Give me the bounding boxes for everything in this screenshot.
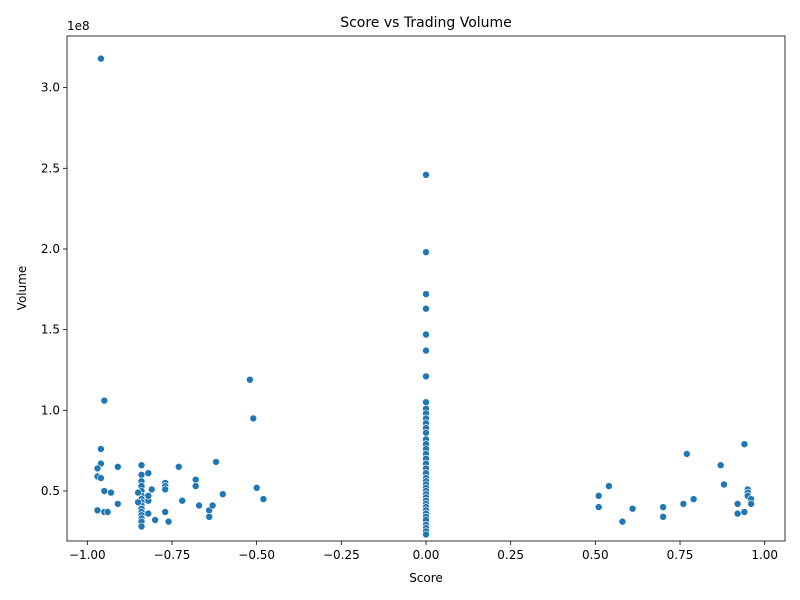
data-point: [422, 346, 430, 355]
data-point: [740, 508, 749, 516]
data-point: [205, 512, 213, 521]
data-point: [100, 396, 109, 405]
y-axis: 0.5 1.0 1.5 2.0 2.5 3.0: [41, 81, 67, 498]
data-point: [594, 503, 603, 511]
data-point: [100, 487, 109, 495]
data-point: [246, 375, 254, 384]
data-point: [659, 503, 667, 511]
data-point: [178, 496, 186, 505]
data-point: [195, 501, 203, 510]
x-tick-label: −0.75: [154, 548, 191, 562]
data-point: [191, 475, 200, 484]
data-point: [144, 469, 153, 478]
data-point: [422, 304, 430, 313]
y-tick-label: 1.5: [41, 323, 60, 337]
data-point: [137, 470, 146, 479]
data-point: [134, 498, 142, 507]
x-tick-label: 0.75: [667, 548, 694, 562]
data-point: [151, 516, 159, 524]
data-point: [93, 506, 102, 515]
data-point: [97, 54, 105, 63]
data-point: [134, 488, 142, 497]
data-point: [422, 248, 430, 256]
data-point: [422, 372, 430, 381]
data-point: [103, 508, 112, 516]
data-point: [219, 490, 227, 499]
chart-title: Score vs Trading Volume: [340, 15, 512, 31]
data-point: [733, 509, 742, 518]
data-point: [161, 485, 169, 494]
data-point: [107, 488, 115, 497]
data-point: [212, 458, 220, 466]
data-point: [97, 474, 105, 482]
data-point: [659, 512, 667, 521]
data-point: [175, 462, 183, 471]
data-point: [422, 171, 430, 179]
x-tick-label: 0.00: [413, 548, 440, 562]
data-point: [144, 491, 153, 500]
data-point: [679, 500, 688, 508]
data-point: [93, 464, 102, 473]
data-point: [161, 508, 169, 516]
x-tick-label: −0.50: [238, 548, 275, 562]
y-axis-label: Volume: [15, 266, 29, 311]
data-point: [249, 414, 258, 423]
data-point: [191, 482, 200, 490]
x-axis-label: Score: [409, 571, 443, 585]
data-point: [682, 450, 691, 458]
x-tick-label: 0.25: [497, 548, 524, 562]
data-point: [716, 461, 725, 470]
data-point: [422, 429, 430, 437]
data-point: [252, 483, 261, 492]
data-point: [208, 501, 217, 510]
data-point: [628, 504, 637, 513]
data-point: [689, 495, 698, 503]
data-point: [422, 530, 430, 539]
x-tick-label: 1.00: [751, 548, 778, 562]
data-point: [605, 482, 613, 490]
y-tick-label: 1.0: [41, 403, 60, 417]
x-tick-label: 0.50: [582, 548, 609, 562]
y-tick-label: 2.5: [41, 161, 60, 175]
data-point: [720, 480, 728, 489]
data-point: [114, 500, 122, 508]
data-point: [422, 290, 430, 298]
data-point: [422, 398, 430, 407]
data-points: [93, 54, 755, 539]
data-point: [259, 495, 268, 503]
data-point: [137, 461, 146, 470]
data-point: [137, 522, 146, 531]
x-tick-label: −1.00: [69, 548, 106, 562]
data-point: [97, 445, 105, 453]
data-point: [164, 517, 173, 526]
data-point: [422, 330, 430, 339]
y-tick-label: 3.0: [41, 81, 60, 95]
data-point: [740, 440, 749, 449]
y-tick-label: 0.5: [41, 484, 60, 498]
data-point: [114, 462, 122, 471]
data-point: [618, 517, 627, 526]
data-point: [747, 500, 755, 508]
data-point: [733, 500, 742, 508]
data-point: [144, 509, 153, 518]
data-point: [594, 491, 603, 500]
x-axis: −1.00 −0.75 −0.50 −0.25 0.00 0.25 0.50 0.75 1.00: [69, 541, 778, 562]
x-tick-label: −0.25: [323, 548, 360, 562]
y-tick-label: 2.0: [41, 242, 60, 256]
data-point: [147, 485, 156, 494]
y-axis-offset-text: 1e8: [67, 19, 90, 33]
